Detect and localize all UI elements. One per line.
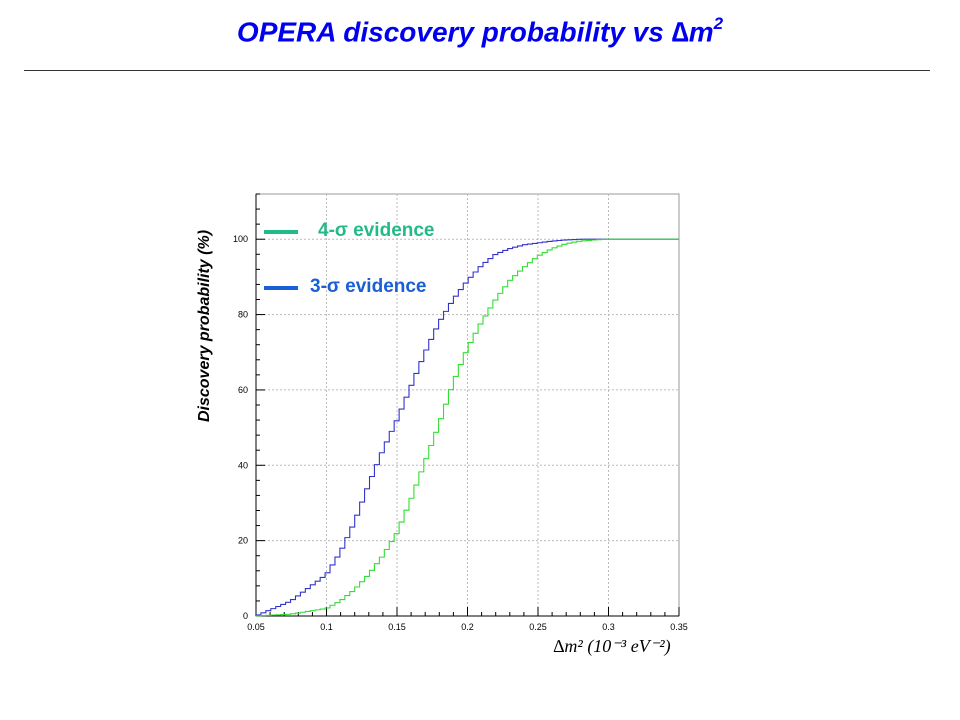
- series-line-1: [256, 238, 679, 616]
- slide-title-text: OPERA discovery probability vs ∆m: [236, 16, 714, 48]
- legend-label-2: 3-σ evidence: [310, 276, 427, 297]
- y-tick-label: 80: [238, 310, 248, 320]
- x-tick-label: 0.35: [670, 622, 688, 632]
- series-line-2: [256, 238, 679, 617]
- title-divider: [24, 70, 930, 71]
- legend: 4-σ evidence 3-σ evidence: [264, 220, 435, 297]
- x-tick-label: 0.05: [247, 622, 265, 632]
- x-tick-label: 0.25: [529, 622, 547, 632]
- y-tick-label: 40: [238, 460, 248, 470]
- x-tick-label: 0.1: [320, 622, 333, 632]
- slide-title-superscript: 2: [713, 14, 724, 33]
- tick-labels: 0.05 0.1 0.15 0.2 0.25 0.3 0.35 0 20 40 60 80 100: [233, 234, 688, 632]
- y-tick-label: 100: [233, 234, 248, 244]
- y-tick-label: 60: [238, 385, 248, 395]
- legend-label-1: 4-σ evidence: [318, 220, 435, 241]
- x-tick-label: 0.2: [461, 622, 474, 632]
- series-layer: [256, 238, 679, 617]
- y-tick-label: 0: [243, 611, 248, 621]
- plot-frame: [255, 193, 680, 617]
- y-tick-label: 20: [238, 536, 248, 546]
- x-tick-label: 0.3: [602, 622, 615, 632]
- x-tick-label: 0.15: [388, 622, 406, 632]
- y-axis-label: Discovery probability (%): [196, 230, 213, 422]
- x-axis-label: ∆m² (10⁻³ eV⁻²): [553, 636, 670, 657]
- slide-title: OPERA discovery probability vs ∆m2: [0, 14, 960, 48]
